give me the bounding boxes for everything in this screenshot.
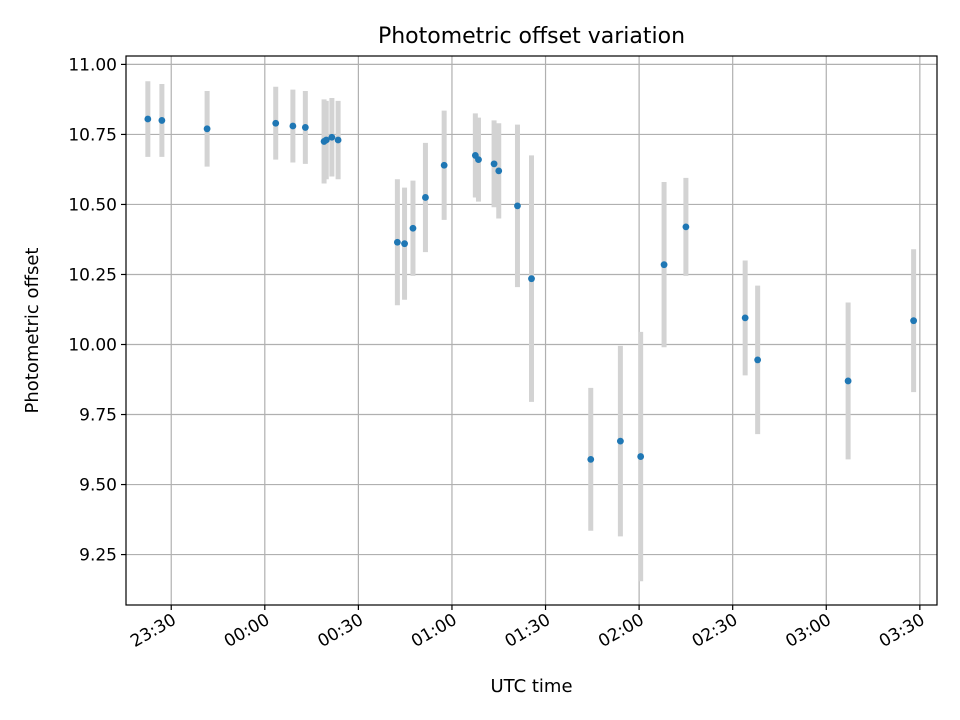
marker-layer: [144, 115, 918, 463]
data-point: [660, 261, 668, 269]
y-tick-label: 10.00: [68, 336, 117, 356]
data-point: [158, 117, 166, 124]
data-point: [422, 194, 429, 201]
data-point: [754, 356, 762, 364]
data-point: [328, 133, 336, 141]
x-tick-label: 00:00: [221, 610, 273, 652]
data-point: [409, 224, 417, 232]
data-point: [495, 167, 503, 175]
x-tick-label: 01:00: [408, 610, 460, 652]
data-point: [475, 156, 482, 164]
x-tick-label: 02:30: [689, 610, 741, 652]
x-tick-label: 00:30: [314, 610, 366, 652]
chart-title: Photometric offset variation: [378, 24, 685, 49]
data-point: [490, 160, 498, 168]
y-axis-label: Photometric offset: [22, 248, 43, 414]
data-point: [401, 240, 408, 248]
data-point: [741, 314, 749, 322]
data-point: [144, 115, 152, 123]
data-point: [637, 453, 645, 460]
data-point: [514, 202, 521, 210]
x-axis-label: UTC time: [490, 676, 572, 697]
data-point: [682, 223, 690, 231]
data-point: [334, 136, 342, 144]
data-point: [844, 377, 852, 385]
errorbar-layer: [145, 81, 917, 582]
data-point: [301, 124, 309, 131]
x-tick-label: 02:00: [595, 610, 647, 652]
y-tick-label: 10.25: [68, 265, 117, 285]
y-tick-label: 10.50: [68, 195, 117, 215]
data-point: [289, 122, 297, 130]
y-tick-label: 9.25: [79, 546, 117, 566]
data-point: [203, 125, 211, 133]
y-tick-label: 9.75: [79, 406, 117, 426]
y-tick-label: 10.75: [68, 125, 117, 145]
y-tick-label: 11.00: [68, 55, 117, 75]
data-point: [322, 136, 330, 144]
data-point: [910, 317, 918, 325]
x-tick-label: 23:30: [127, 610, 179, 652]
x-tick-label: 03:30: [876, 610, 928, 652]
x-tick-label: 01:30: [502, 610, 554, 652]
data-point: [587, 455, 595, 463]
x-tick-label: 03:00: [782, 610, 834, 652]
data-point: [272, 119, 280, 127]
plot-frame: [125, 55, 938, 606]
y-tick-label: 9.50: [79, 476, 117, 496]
data-point: [528, 275, 535, 283]
data-point: [616, 437, 624, 445]
data-point: [393, 238, 401, 246]
data-point: [440, 161, 448, 169]
